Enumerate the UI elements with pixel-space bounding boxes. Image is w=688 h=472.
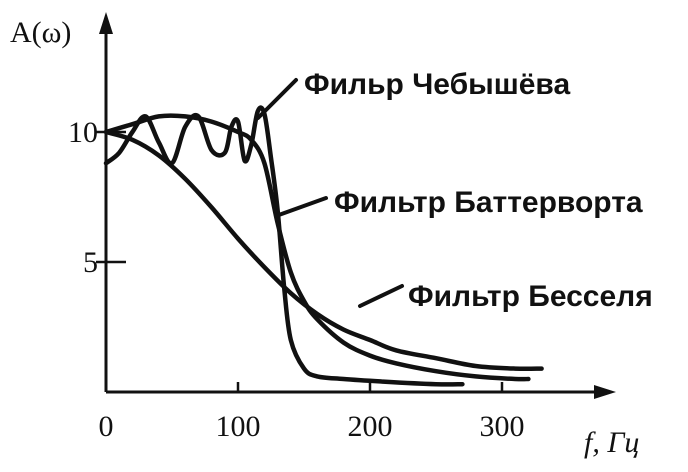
x-tick-label: 300 <box>480 410 525 443</box>
x-tick-label: 200 <box>348 410 393 443</box>
butterworth-curve <box>103 113 531 382</box>
series-curves <box>103 105 544 387</box>
butterworth-leader-line <box>274 196 328 218</box>
y-tick-label: 5 <box>83 246 98 279</box>
annotation-chebyshev: Фильр Чебышёва <box>304 68 570 101</box>
axis-ticks: 0 100 200 300 5 10 <box>68 116 525 443</box>
bessel-curve <box>103 129 544 372</box>
x-tick-label: 0 <box>99 410 114 443</box>
y-axis-label: A(ω) <box>10 16 71 49</box>
chebyshev-curve <box>103 105 465 387</box>
x-tick-label: 100 <box>216 410 261 443</box>
x-axis-label: f, Гц <box>584 426 639 459</box>
y-axis-arrow <box>99 12 113 34</box>
bessel-leader-line <box>358 284 404 308</box>
chebyshev-leader-line <box>256 78 298 120</box>
annotation-bessel: Фильтр Бесселя <box>408 280 653 313</box>
annotation-butterworth: Фильтр Баттерворта <box>334 186 643 219</box>
y-tick-label: 10 <box>68 116 98 149</box>
x-axis-arrow <box>594 385 616 399</box>
